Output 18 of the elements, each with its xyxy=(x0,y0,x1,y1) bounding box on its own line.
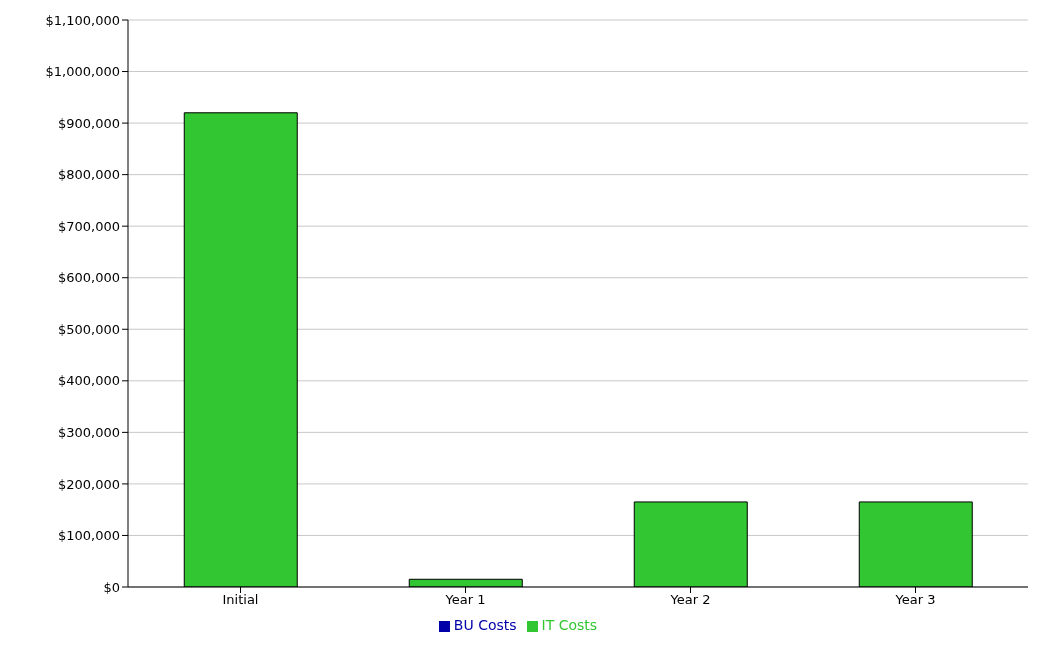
y-tick-label: $800,000 xyxy=(57,167,120,183)
y-tick-label: $1,000,000 xyxy=(45,64,120,80)
y-tick-label: $400,000 xyxy=(57,373,120,389)
x-tick-label: Initial xyxy=(222,592,259,608)
legend-label: IT Costs xyxy=(541,617,598,633)
y-tick-label: $700,000 xyxy=(57,218,120,234)
y-tick-label: $100,000 xyxy=(57,528,120,544)
y-tick-label: $600,000 xyxy=(57,270,120,286)
y-tick-label: $200,000 xyxy=(57,476,120,492)
legend-label: BU Costs xyxy=(453,617,517,633)
y-tick-label: $900,000 xyxy=(57,115,120,131)
y-tick-label: $500,000 xyxy=(57,321,120,337)
x-tick-label: Year 2 xyxy=(669,592,711,608)
x-tick-label: Year 1 xyxy=(444,592,486,608)
y-tick-label: $0 xyxy=(103,579,120,595)
x-tick-label: Year 3 xyxy=(894,592,936,608)
y-tick-label: $300,000 xyxy=(57,424,120,440)
y-tick-label: $1,100,000 xyxy=(45,12,120,28)
